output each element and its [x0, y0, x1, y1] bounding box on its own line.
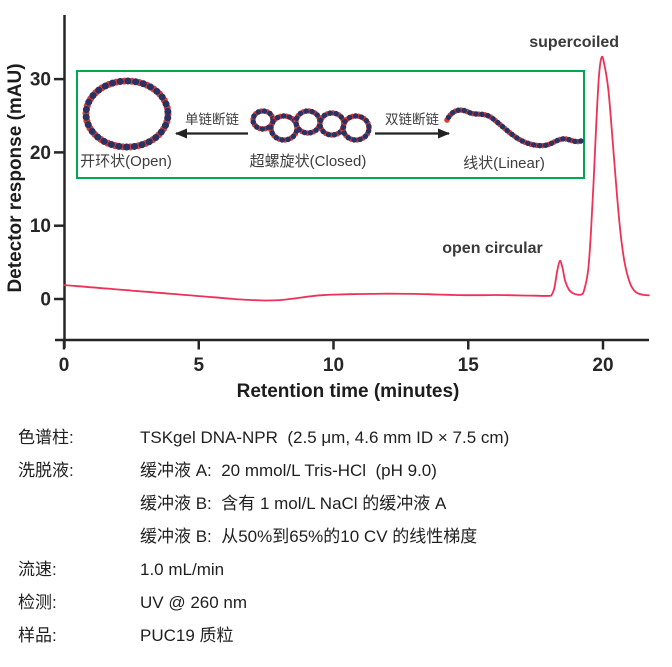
condition-label: 色谱柱:: [18, 428, 74, 448]
conditions-table: 色谱柱: TSKgel DNA-NPR (2.5 μm, 4.6 mm ID ×…: [0, 410, 672, 653]
condition-value: 缓冲液 B: 含有 1 mol/L NaCl 的缓冲液 A: [140, 494, 447, 514]
peak-annotations: supercoiled open circular: [442, 34, 619, 257]
x-axis-ticks: 0 5 10 15 20: [59, 340, 614, 376]
x-tick-label: 20: [592, 355, 613, 376]
x-tick-label: 0: [59, 355, 70, 376]
condition-value: PUC19 质粒: [140, 626, 234, 646]
closed-form-label: 超螺旋状(Closed): [250, 153, 367, 170]
y-tick-label: 20: [30, 143, 51, 164]
chromatogram-trace: [63, 55, 650, 302]
condition-value: 缓冲液 B: 从50%到65%的10 CV 的线性梯度: [140, 527, 478, 547]
double-strand-break-label: 双链断链: [385, 112, 439, 127]
condition-label: 样品:: [18, 626, 57, 646]
condition-row: 洗脱液: 缓冲液 A: 20 mmol/L Tris-HCl (pH 9.0): [18, 455, 666, 488]
condition-value: 缓冲液 A: 20 mmol/L Tris-HCl (pH 9.0): [140, 461, 437, 481]
condition-row: 色谱柱: TSKgel DNA-NPR (2.5 μm, 4.6 mm ID ×…: [18, 422, 666, 455]
y-axis-ticks: 0 10 20 30: [30, 70, 65, 311]
y-axis-title: Detector response (mAU): [5, 63, 26, 292]
condition-row: 检测: UV @ 260 nm: [18, 587, 666, 620]
y-tick-label: 30: [30, 70, 51, 91]
x-tick-label: 5: [193, 355, 204, 376]
single-strand-break-label: 单链断链: [185, 112, 239, 127]
open-form-label: 开环状(Open): [80, 153, 172, 170]
condition-row: 缓冲液 B: 含有 1 mol/L NaCl 的缓冲液 A: [18, 488, 666, 521]
x-axis-title: Retention time (minutes): [237, 381, 460, 402]
condition-row: 流速: 1.0 mL/min: [18, 554, 666, 587]
condition-row: 缓冲液 B: 从50%到65%的10 CV 的线性梯度: [18, 521, 666, 554]
linear-dna-drawing: [444, 107, 584, 149]
condition-value: UV @ 260 nm: [140, 593, 248, 613]
condition-value: 1.0 mL/min: [140, 560, 225, 580]
supercoiled-dna-drawing: [250, 108, 372, 143]
condition-label: 洗脱液:: [18, 461, 74, 481]
y-tick-label: 10: [30, 216, 51, 237]
x-tick-label: 10: [323, 355, 344, 376]
peak-label-supercoiled: supercoiled: [529, 34, 619, 51]
dna-forms-inset: 单链断链 双链断链 开环状(Open): [76, 70, 585, 179]
condition-label: 流速:: [18, 560, 57, 580]
y-tick-label: 0: [40, 290, 51, 311]
peak-label-open-circular: open circular: [442, 240, 542, 257]
condition-value: TSKgel DNA-NPR (2.5 μm, 4.6 mm ID × 7.5 …: [140, 428, 510, 448]
x-tick-label: 15: [458, 355, 480, 376]
condition-label: 检测:: [18, 593, 57, 613]
open-circular-dna-drawing: [82, 77, 172, 151]
linear-form-label: 线状(Linear): [463, 155, 545, 172]
chromatogram-chart: 0 10 20 30 0 5 10 15 20 Detector response (mAU)…: [5, 15, 650, 402]
condition-row: 样品: PUC19 质粒: [18, 620, 666, 653]
